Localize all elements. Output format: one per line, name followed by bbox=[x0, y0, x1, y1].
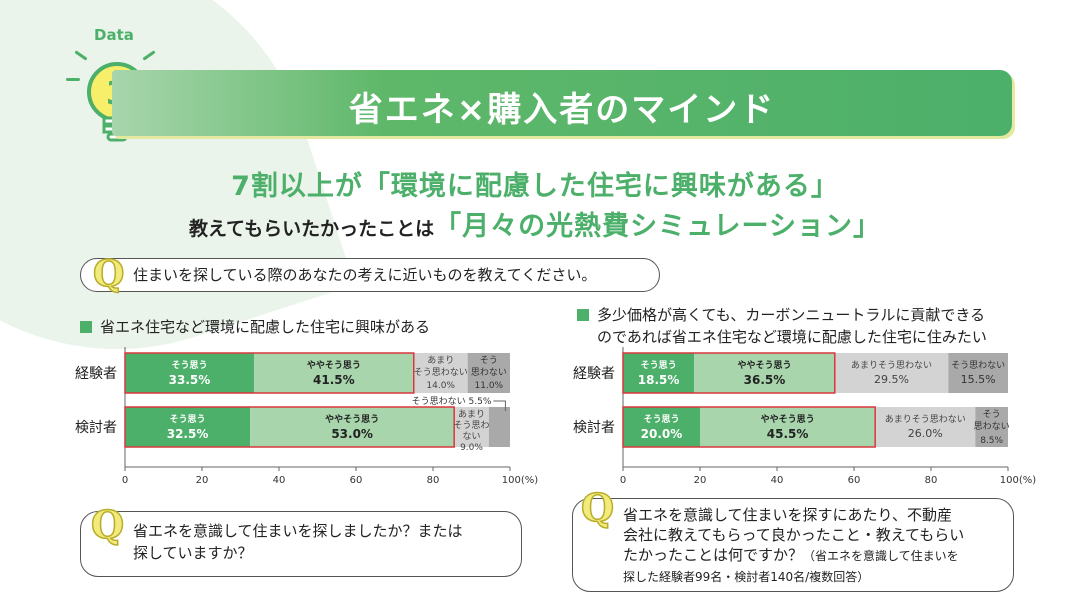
data-label: そう bbox=[983, 409, 1001, 420]
data-label: そう思う bbox=[170, 414, 206, 425]
bar-segment bbox=[834, 353, 949, 393]
x-tick-label: 20 bbox=[196, 475, 209, 485]
data-label: 思わない bbox=[471, 367, 507, 378]
headline-sub: 教えてもらいたかったことは「月々の光熱費シミュレーション」 bbox=[0, 204, 1070, 243]
question-box-3: Q 省エネを意識して住まいを探すにあたり、不動産 会社に教えてもらって良かったこ… bbox=[572, 484, 1014, 592]
chart2-title: 多少価格が高くても、カーボンニュートラルに貢献できる のであれば省エネ住宅など環… bbox=[577, 304, 987, 348]
x-tick-label: 100(%) bbox=[502, 475, 538, 485]
bar-segment bbox=[623, 407, 700, 447]
data-label: そう思う bbox=[643, 414, 679, 425]
bar-segment bbox=[694, 353, 835, 393]
question-text-2: 省エネを意識して住まいを探しましたか？または 探していますか？ bbox=[133, 522, 463, 562]
bar-segment bbox=[253, 353, 414, 393]
x-tick-label: 80 bbox=[427, 475, 440, 485]
data-label: 思わない bbox=[974, 421, 1010, 432]
data-label: 8.5% bbox=[980, 436, 1003, 446]
ray-icon bbox=[66, 78, 80, 81]
data-label: 36.5% bbox=[744, 373, 786, 387]
data-label: そう思わ bbox=[453, 420, 489, 431]
data-label: 45.5% bbox=[767, 427, 809, 441]
data-label: そう思わない bbox=[414, 367, 468, 378]
data-label: ややそう思う bbox=[761, 414, 815, 425]
data-label: 32.5% bbox=[167, 427, 209, 441]
data-label: Data bbox=[94, 26, 134, 44]
square-bullet-icon bbox=[80, 321, 92, 333]
data-label: 20.0% bbox=[641, 427, 683, 441]
headline-main: 7割以上が「環境に配慮した住宅に興味がある」 bbox=[231, 171, 839, 202]
x-tick-label: 100(%) bbox=[1000, 475, 1036, 485]
data-label: そう思う bbox=[171, 360, 207, 371]
category-label: 経験者 bbox=[573, 366, 615, 382]
callout-label: そう思わない 5.5% bbox=[412, 396, 492, 407]
data-label: 26.0% bbox=[908, 427, 943, 440]
q-icon: Q bbox=[90, 501, 125, 548]
data-label: 41.5% bbox=[313, 373, 355, 387]
data-label: そう思う bbox=[641, 360, 677, 371]
x-tick-label: 60 bbox=[848, 475, 861, 485]
question-text-3: 省エネを意識して住まいを探すにあたり、不動産 会社に教えてもらって良かったこと・… bbox=[623, 506, 965, 584]
data-label: あまり bbox=[427, 355, 454, 366]
bar-segment bbox=[125, 407, 251, 447]
x-tick-label: 0 bbox=[620, 475, 626, 485]
data-label: そう bbox=[480, 355, 498, 366]
headline-sub-prefix: 教えてもらいたかったことは bbox=[188, 218, 435, 240]
highlight-outline bbox=[622, 352, 836, 394]
data-label: 9.0% bbox=[460, 443, 483, 453]
category-label: 検討者 bbox=[75, 420, 117, 436]
data-label: 11.0% bbox=[475, 381, 504, 391]
x-tick-label: 20 bbox=[694, 475, 707, 485]
data-label: ない bbox=[462, 431, 480, 442]
bar-segment bbox=[413, 353, 468, 393]
x-tick-label: 0 bbox=[122, 475, 128, 485]
category-label: 経験者 bbox=[75, 366, 117, 382]
bar-segment bbox=[250, 407, 455, 447]
bar-segment bbox=[975, 407, 1008, 447]
bar-segment bbox=[948, 353, 1008, 393]
data-label: 53.0% bbox=[331, 427, 373, 441]
q-icon: Q bbox=[92, 252, 125, 296]
data-label: 29.5% bbox=[874, 373, 909, 386]
question-box-2: Q 省エネを意識して住まいを探しましたか？または 探していますか？ bbox=[80, 501, 522, 577]
data-label: ややそう思う bbox=[737, 360, 791, 371]
bar-segment bbox=[875, 407, 976, 447]
data-label: そう思わない bbox=[951, 360, 1005, 371]
data-label: ややそう思う bbox=[307, 360, 361, 371]
x-tick-label: 40 bbox=[771, 475, 784, 485]
data-label: あまりそう思わない bbox=[885, 414, 966, 425]
category-label: 検討者 bbox=[573, 420, 615, 436]
chart1-title: 省エネ住宅など環境に配慮した住宅に興味がある bbox=[80, 316, 430, 338]
bar-segment bbox=[125, 353, 254, 393]
square-bullet-icon bbox=[577, 309, 589, 321]
bar-segment bbox=[700, 407, 876, 447]
highlight-outline bbox=[124, 406, 455, 448]
data-label: 18.5% bbox=[638, 373, 680, 387]
callout-line bbox=[493, 400, 506, 411]
data-label: あまり bbox=[458, 409, 485, 420]
highlight-outline bbox=[124, 352, 415, 394]
question-text-1: 住まいを探している際のあなたの考えに近いものを教えてください。 bbox=[133, 266, 597, 284]
x-tick-label: 60 bbox=[350, 475, 363, 485]
bar-segment bbox=[454, 407, 489, 447]
data-label: ややそう思う bbox=[325, 414, 379, 425]
x-tick-label: 80 bbox=[925, 475, 938, 485]
headline-sub-highlight: 「月々の光熱費シミュレーション」 bbox=[434, 211, 882, 242]
data-label: 33.5% bbox=[169, 373, 211, 387]
data-label: あまりそう思わない bbox=[851, 360, 932, 371]
question-box-1: Q 住まいを探している際のあなたの考えに近いものを教えてください。 bbox=[80, 252, 660, 296]
page-title: 省エネ×購入者のマインド bbox=[348, 90, 776, 130]
highlight-outline bbox=[622, 406, 876, 448]
data-label: 14.0% bbox=[426, 381, 455, 391]
bar-segment bbox=[623, 353, 695, 393]
data-label: 15.5% bbox=[961, 373, 996, 386]
x-tick-label: 40 bbox=[273, 475, 286, 485]
bar-segment bbox=[467, 353, 510, 393]
q-icon: Q bbox=[580, 484, 615, 531]
title-banner: 省エネ×購入者のマインド bbox=[112, 70, 1012, 136]
bar-segment bbox=[488, 407, 510, 447]
